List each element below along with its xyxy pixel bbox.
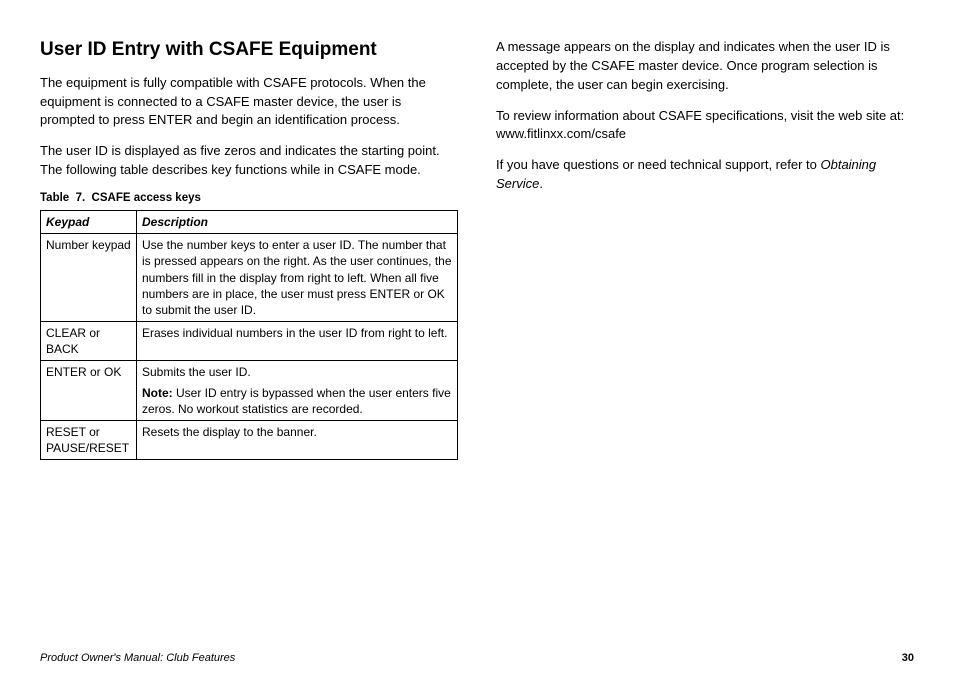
intro-paragraph-1: The equipment is fully compatible with C…	[40, 74, 458, 131]
right-column: A message appears on the display and ind…	[496, 38, 914, 460]
cell-keypad: CLEAR or BACK	[41, 322, 137, 361]
cell-description: Use the number keys to enter a user ID. …	[137, 234, 458, 322]
p3-pre: If you have questions or need technical …	[496, 157, 820, 172]
cell-description: Resets the display to the banner.	[137, 421, 458, 460]
table-row: Number keypad Use the number keys to ent…	[41, 234, 458, 322]
table-row: RESET or PAUSE/RESET Resets the display …	[41, 421, 458, 460]
intro-paragraph-2: The user ID is displayed as five zeros a…	[40, 142, 458, 180]
page-footer: Product Owner's Manual: Club Features 30	[40, 652, 914, 664]
right-paragraph-1: A message appears on the display and ind…	[496, 38, 914, 95]
section-heading: User ID Entry with CSAFE Equipment	[40, 38, 458, 62]
cell-keypad: RESET or PAUSE/RESET	[41, 421, 137, 460]
table-header-row: Keypad Description	[41, 210, 458, 233]
table-row: ENTER or OK Submits the user ID. Note: U…	[41, 361, 458, 421]
cell-description-line1: Submits the user ID.	[142, 364, 452, 380]
table-caption: Table 7. CSAFE access keys	[40, 192, 458, 204]
table-header-description: Description	[137, 210, 458, 233]
cell-keypad: ENTER or OK	[41, 361, 137, 421]
right-paragraph-2: To review information about CSAFE specif…	[496, 107, 914, 145]
footer-page-number: 30	[902, 652, 914, 664]
table-header-keypad: Keypad	[41, 210, 137, 233]
right-paragraph-3: If you have questions or need technical …	[496, 156, 914, 194]
p3-post: .	[539, 176, 543, 191]
csafe-access-keys-table: Keypad Description Number keypad Use the…	[40, 210, 458, 460]
note-text: User ID entry is bypassed when the user …	[142, 386, 451, 416]
cell-description-note: Note: User ID entry is bypassed when the…	[142, 385, 452, 417]
table-row: CLEAR or BACK Erases individual numbers …	[41, 322, 458, 361]
cell-keypad: Number keypad	[41, 234, 137, 322]
left-column: User ID Entry with CSAFE Equipment The e…	[40, 38, 458, 460]
cell-description: Submits the user ID. Note: User ID entry…	[137, 361, 458, 421]
cell-description: Erases individual numbers in the user ID…	[137, 322, 458, 361]
footer-left-text: Product Owner's Manual: Club Features	[40, 652, 235, 664]
note-label: Note:	[142, 386, 173, 400]
